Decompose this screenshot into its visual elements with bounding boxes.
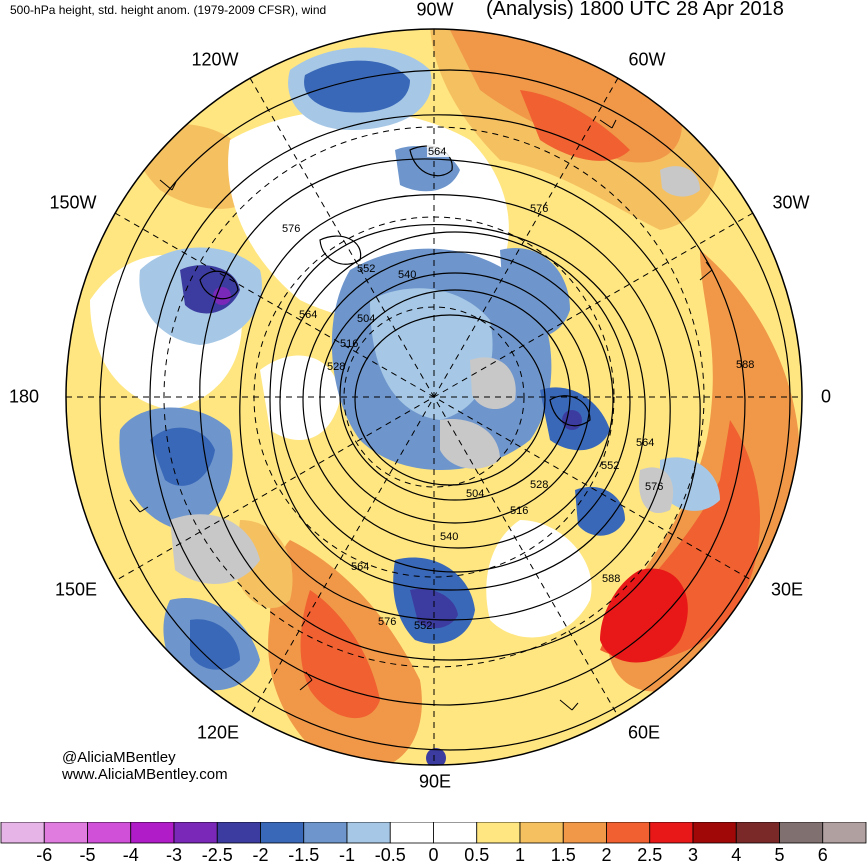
colorbar-swatch — [389, 822, 434, 844]
colorbar-swatch — [216, 822, 261, 844]
colorbar-swatch — [822, 822, 867, 844]
lon-label-120e: 120E — [196, 722, 240, 743]
map-boundary — [65, 28, 803, 766]
colorbar-swatch — [649, 822, 694, 844]
contour-label: 564 — [299, 309, 317, 321]
contour-label: 504 — [357, 313, 375, 325]
contour-label: 576 — [530, 203, 548, 215]
lon-label-150e: 150E — [54, 579, 98, 600]
colorbar-swatch — [0, 822, 45, 844]
contour-label: 564 — [428, 146, 446, 158]
height-contours — [99, 69, 791, 751]
contour-label: 576 — [282, 223, 300, 235]
contour-label: 564 — [636, 437, 654, 449]
map-subtitle: 500-hPa height, std. height anom. (1979-… — [10, 3, 327, 17]
contour-label: 552 — [357, 263, 375, 275]
colorbar-tick-label: -6 — [36, 845, 53, 865]
contour-label: 516 — [510, 505, 528, 517]
lon-label-150w: 150W — [49, 192, 97, 213]
lon-label-30e: 30E — [770, 579, 804, 600]
wind-barbs — [129, 119, 713, 711]
colorbar-swatch — [173, 822, 218, 844]
lon-label-90e: 90E — [418, 771, 452, 792]
contour-label: 576 — [645, 481, 663, 493]
contour-label: 540 — [398, 269, 416, 281]
colorbar-swatch — [562, 822, 607, 844]
colorbar-tick-label: 1.5 — [550, 845, 576, 865]
credit-twitter[interactable]: @AliciaMBentley — [62, 749, 176, 766]
colorbar-tick-label: -3 — [165, 845, 183, 865]
colorbar-tick-label: 5 — [774, 845, 785, 865]
contour-label: 564 — [351, 561, 369, 573]
colorbar-tick-label: 3 — [687, 845, 699, 865]
contour-label: 552 — [414, 620, 432, 632]
colorbar-swatch — [346, 822, 391, 844]
colorbar-tick-label: 0 — [428, 845, 439, 865]
colorbar-tick-label: -0.5 — [374, 845, 406, 865]
contour-label: 528 — [530, 479, 548, 491]
colorbar-tick-label: -2.5 — [201, 845, 233, 865]
colorbar-tick-label: 1 — [514, 845, 526, 865]
contour-label: 588 — [736, 359, 754, 371]
colorbar-tick-label: 2 — [601, 845, 612, 865]
lon-label-90w: 90W — [416, 0, 454, 20]
colorbar-swatch — [779, 822, 824, 844]
colorbar-tick-label: -1 — [338, 845, 356, 865]
colorbar-tick-label: -5 — [79, 845, 96, 865]
contour-label: 588 — [602, 573, 620, 585]
colorbar-swatch — [43, 822, 88, 844]
colorbar-swatch — [130, 822, 175, 844]
colorbar-tick-label: -1.5 — [288, 845, 320, 865]
credit-website[interactable]: www.AliciaMBentley.com — [62, 766, 228, 783]
lon-label-60w: 60W — [628, 49, 666, 70]
colorbar-tick-label: 0.5 — [464, 845, 490, 865]
colorbar-tick-label: 2.5 — [637, 845, 663, 865]
contour-label: 528 — [327, 361, 345, 373]
colorbar-tick-label: -4 — [122, 845, 139, 865]
colorbar-swatch — [433, 822, 478, 844]
colorbar-swatch — [476, 822, 521, 844]
lon-label-30w: 30W — [772, 192, 810, 213]
contour-label: 540 — [440, 531, 458, 543]
map-title: (Analysis) 1800 UTC 28 Apr 2018 — [486, 0, 784, 20]
lon-label-0: 0 — [820, 386, 832, 407]
colorbar-swatch — [692, 822, 737, 844]
contour-label-group: 564 576 576 552 540 564 504 516 528 588 … — [282, 144, 754, 632]
colorbar-swatch — [735, 822, 780, 844]
colorbar-tick-label: 6 — [817, 845, 828, 865]
contour-label: 576 — [378, 616, 396, 628]
colorbar-tick-label: -2 — [252, 845, 269, 865]
colorbar-swatch — [519, 822, 564, 844]
colorbar-swatch — [303, 822, 348, 844]
lon-label-180: 180 — [8, 386, 40, 407]
contour-label: 552 — [601, 460, 619, 472]
lon-label-60e: 60E — [627, 722, 661, 743]
colorbar-swatch — [87, 822, 132, 844]
contour-label: 504 — [466, 488, 484, 500]
colorbar — [0, 822, 867, 844]
contour-label: 516 — [340, 338, 358, 350]
colorbar-swatch — [260, 822, 305, 844]
colorbar-swatch — [606, 822, 651, 844]
lon-label-120w: 120W — [191, 49, 239, 70]
colorbar-tick-label: 4 — [731, 845, 742, 865]
